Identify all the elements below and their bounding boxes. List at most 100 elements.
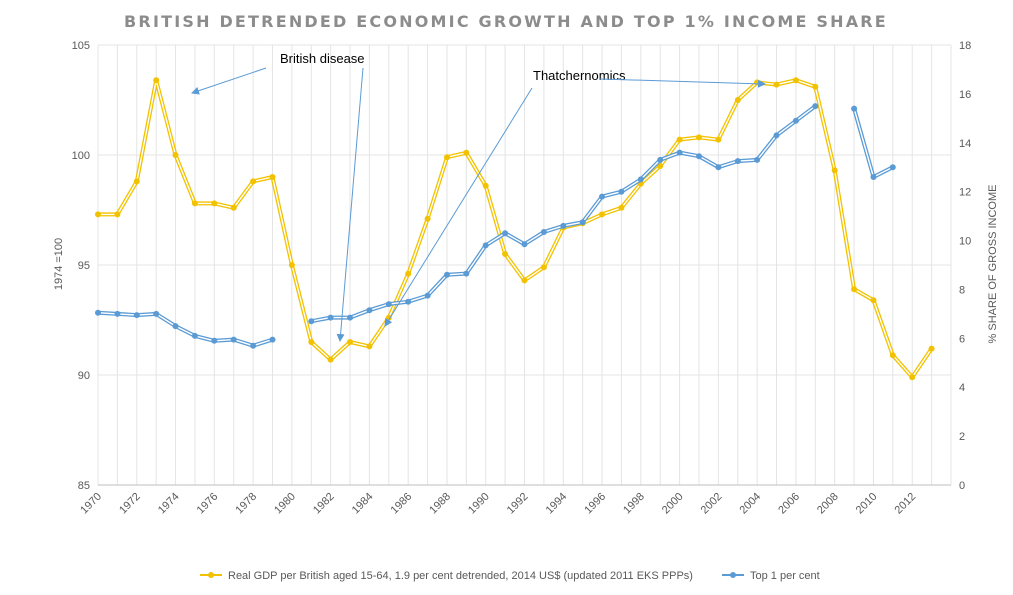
gdp-series-point [211,200,218,207]
gdp-series-point [482,182,489,189]
gdp-series-point [715,136,722,143]
gdp-series-point [696,134,702,141]
gdp-series-point [676,136,683,143]
right-tick-label: 16 [959,89,971,101]
top1-series-point [734,158,741,165]
x-tick-label: 2008 [815,491,841,517]
gdp-series-point [153,77,160,84]
x-tick-label: 1992 [505,491,531,517]
gdp-series-point [540,264,547,271]
top1-series-line-inner [97,312,273,347]
legend-gdp-marker [208,572,214,578]
top1-series-point [637,176,644,183]
right-tick-label: 18 [959,40,971,52]
x-tick-label: 2002 [699,491,725,517]
x-tick-label: 1984 [350,491,376,517]
gdp-series-point [327,356,334,363]
legend-top1-marker [730,572,736,578]
top1-series-point [502,230,509,237]
left-axis-title: 1974 =100 [53,238,65,290]
x-tick-label: 1986 [389,491,415,517]
gdp-series-point [889,352,896,359]
gdp-series-point [734,97,741,103]
x-tick-label: 2006 [776,491,802,517]
chart-title: BRITISH DETRENDED ECONOMIC GROWTH AND TO… [124,12,888,31]
top1-series-point [463,270,470,277]
gdp-series-point [928,345,935,352]
x-tick-label: 2000 [660,491,686,517]
top1-series-point [444,271,450,278]
gdp-series-point [172,152,179,158]
x-axis-ticks: 1970 1972 1974 1976 1978 1980 1982 1984 1986 1988… [78,491,918,517]
gdp-series-point [870,297,877,304]
x-tick-label: 2004 [737,491,763,517]
top1-series-point [773,132,780,139]
legend-gdp-label: Real GDP per British aged 15-64, 1.9 per… [228,570,693,582]
gdp-series-point [463,149,470,156]
gdp-series-point [754,79,761,86]
x-tick-label: 2012 [893,491,919,517]
gdp-series-point [230,204,237,211]
right-tick-label: 2 [959,431,965,443]
gdp-series-point [114,211,121,218]
annotation-british-disease: British disease [280,51,365,66]
right-tick-label: 14 [959,138,971,150]
x-tick-label: 1980 [272,491,298,517]
right-axis-title: % SHARE OF GROSS INCOME [987,185,999,344]
right-tick-label: 8 [959,284,965,296]
top1-series-point [211,337,218,344]
left-tick-label: 105 [72,40,90,52]
annotation-thatchernomics: Thatchernomics [533,68,626,83]
left-axis-ticks: 85 90 95 100 105 [72,40,90,492]
top1-series-point [870,174,877,180]
x-tick-label: 1978 [233,491,259,517]
gdp-series-point [347,339,353,345]
right-tick-label: 6 [959,333,965,345]
x-tick-label: 1998 [621,491,647,517]
x-tick-label: 1990 [466,491,492,517]
right-tick-label: 0 [959,480,965,492]
top1-series-point [405,298,412,305]
top1-series-point [482,242,489,249]
left-tick-label: 85 [78,480,90,492]
top1-series-line [97,310,274,348]
arrow-to-1973-peak [191,67,267,95]
gdp-series-point [288,262,295,268]
arrow-to-1982-trough [336,67,364,342]
x-tick-label: 1982 [311,491,337,517]
x-tick-label: 1972 [117,491,143,517]
top1-series-point [560,222,567,229]
top1-series-point [191,332,198,339]
gdp-series-point [909,374,916,381]
gdp-series-point [831,167,838,174]
top1-series-point [599,193,605,200]
gdp-series-point [618,204,625,211]
top1-series-point [308,318,315,325]
gdp-series-point [444,154,450,161]
gdp-series-point [308,339,315,345]
top1-series-point [579,219,586,226]
x-tick-label: 1974 [156,491,182,517]
x-tick-label: 1994 [544,491,570,517]
gdp-series-point [812,83,819,90]
top1-series-point [696,153,702,160]
series-layer [95,77,935,381]
gdp-series-point [366,343,373,350]
top1-series-point [657,156,664,163]
gdp-series-point [250,178,257,185]
gdp-series-point [792,77,799,84]
top1-series-point [792,117,799,124]
top1-series-point [250,342,257,349]
top1-series-point [172,323,179,330]
top1-series-point [327,314,334,321]
top1-series-point [676,149,683,156]
left-tick-label: 95 [78,260,90,272]
x-tick-label: 1976 [195,491,221,517]
top1-series-point [347,314,353,321]
gdp-series-point [773,81,780,88]
x-tick-label: 2010 [854,491,880,517]
top1-series-point [230,336,237,343]
right-tick-label: 10 [959,236,971,248]
top1-series-point [889,164,896,171]
